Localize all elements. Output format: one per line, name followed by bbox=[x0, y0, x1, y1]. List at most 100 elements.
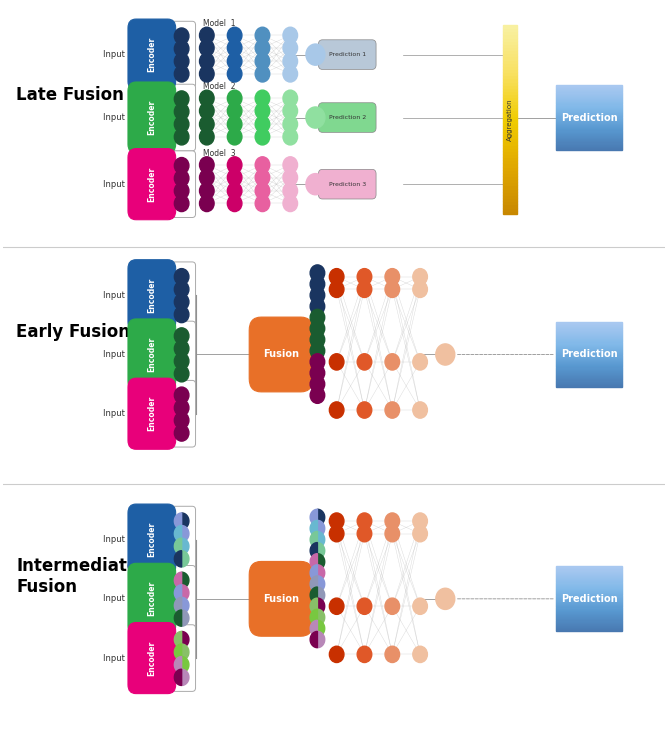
Circle shape bbox=[200, 40, 214, 56]
Bar bbox=[503, 122, 518, 125]
Bar bbox=[556, 101, 622, 102]
Bar bbox=[503, 57, 518, 60]
Text: Input 1: Input 1 bbox=[103, 291, 133, 300]
FancyBboxPatch shape bbox=[128, 19, 176, 90]
Polygon shape bbox=[310, 631, 317, 648]
Polygon shape bbox=[174, 572, 182, 589]
Bar bbox=[556, 589, 622, 590]
Bar bbox=[556, 104, 622, 106]
FancyBboxPatch shape bbox=[168, 565, 196, 632]
Circle shape bbox=[310, 265, 325, 281]
Bar bbox=[556, 574, 622, 575]
Circle shape bbox=[310, 387, 325, 404]
Polygon shape bbox=[317, 521, 325, 536]
Bar bbox=[503, 182, 518, 186]
FancyBboxPatch shape bbox=[319, 169, 376, 199]
Text: Input 3: Input 3 bbox=[103, 410, 133, 419]
Bar bbox=[556, 370, 622, 371]
FancyBboxPatch shape bbox=[168, 84, 196, 151]
Polygon shape bbox=[317, 598, 325, 615]
Bar bbox=[503, 160, 518, 163]
Circle shape bbox=[385, 281, 399, 298]
Circle shape bbox=[413, 269, 428, 285]
Polygon shape bbox=[174, 538, 182, 554]
Text: Input 2: Input 2 bbox=[103, 113, 133, 122]
Bar bbox=[503, 28, 518, 31]
Circle shape bbox=[200, 157, 214, 173]
Bar bbox=[556, 585, 622, 586]
Text: Prediction: Prediction bbox=[560, 113, 617, 122]
FancyBboxPatch shape bbox=[319, 40, 376, 69]
Polygon shape bbox=[310, 510, 317, 525]
Bar bbox=[556, 386, 622, 387]
Bar bbox=[503, 119, 518, 122]
Bar bbox=[556, 615, 622, 616]
Polygon shape bbox=[174, 513, 182, 529]
Bar bbox=[556, 630, 622, 631]
Circle shape bbox=[255, 90, 270, 107]
Polygon shape bbox=[182, 656, 189, 673]
Bar bbox=[556, 123, 622, 124]
Polygon shape bbox=[182, 513, 189, 529]
Bar bbox=[503, 176, 518, 179]
Circle shape bbox=[227, 183, 242, 199]
Bar bbox=[503, 129, 518, 132]
Circle shape bbox=[200, 53, 214, 69]
Bar bbox=[556, 140, 622, 142]
Circle shape bbox=[283, 116, 297, 132]
Text: Encoder: Encoder bbox=[148, 100, 156, 135]
Circle shape bbox=[329, 354, 344, 370]
Circle shape bbox=[200, 128, 214, 145]
Bar bbox=[503, 107, 518, 110]
Bar bbox=[556, 148, 622, 149]
Circle shape bbox=[357, 354, 372, 370]
Bar bbox=[556, 135, 622, 136]
Circle shape bbox=[174, 294, 189, 310]
Circle shape bbox=[227, 40, 242, 56]
Circle shape bbox=[413, 525, 428, 542]
Circle shape bbox=[200, 169, 214, 186]
Polygon shape bbox=[182, 538, 189, 554]
Bar bbox=[556, 332, 622, 333]
Circle shape bbox=[174, 413, 189, 428]
Circle shape bbox=[174, 366, 189, 382]
Bar bbox=[556, 328, 622, 330]
Bar bbox=[503, 135, 518, 138]
Bar bbox=[556, 330, 622, 332]
Bar bbox=[503, 145, 518, 148]
Polygon shape bbox=[174, 585, 182, 601]
Bar bbox=[556, 111, 622, 112]
Bar bbox=[556, 592, 622, 593]
Polygon shape bbox=[174, 669, 182, 686]
Bar bbox=[556, 99, 622, 100]
Circle shape bbox=[283, 195, 297, 212]
Bar bbox=[503, 166, 518, 170]
Text: Prediction 2: Prediction 2 bbox=[329, 115, 366, 120]
Circle shape bbox=[255, 53, 270, 69]
Bar bbox=[556, 605, 622, 606]
Circle shape bbox=[329, 269, 344, 285]
Bar bbox=[556, 344, 622, 345]
FancyBboxPatch shape bbox=[128, 148, 176, 220]
Bar bbox=[503, 198, 518, 201]
Bar bbox=[556, 593, 622, 595]
Bar bbox=[556, 98, 622, 99]
Circle shape bbox=[306, 107, 325, 128]
FancyBboxPatch shape bbox=[128, 260, 176, 330]
Circle shape bbox=[329, 513, 344, 529]
Bar bbox=[503, 116, 518, 119]
Bar bbox=[556, 100, 622, 101]
Bar bbox=[556, 578, 622, 580]
Circle shape bbox=[255, 183, 270, 199]
Circle shape bbox=[227, 53, 242, 69]
Circle shape bbox=[255, 157, 270, 173]
Circle shape bbox=[283, 40, 297, 56]
Polygon shape bbox=[174, 598, 182, 614]
FancyBboxPatch shape bbox=[168, 322, 196, 388]
Circle shape bbox=[174, 104, 189, 120]
Bar bbox=[556, 385, 622, 386]
Text: Input 2: Input 2 bbox=[103, 595, 133, 604]
Bar bbox=[556, 149, 622, 150]
Bar bbox=[556, 627, 622, 628]
Bar bbox=[556, 362, 622, 363]
